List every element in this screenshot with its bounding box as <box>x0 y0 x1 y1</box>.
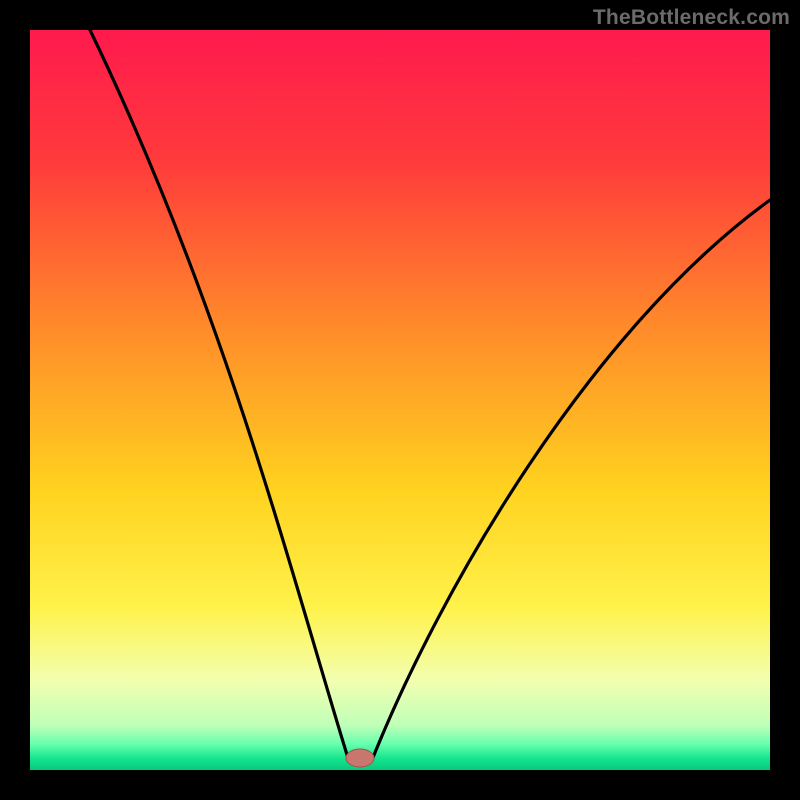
watermark-text: TheBottleneck.com <box>593 6 790 30</box>
bottleneck-chart <box>0 0 800 800</box>
optimal-point-marker <box>346 749 374 767</box>
chart-stage: TheBottleneck.com <box>0 0 800 800</box>
